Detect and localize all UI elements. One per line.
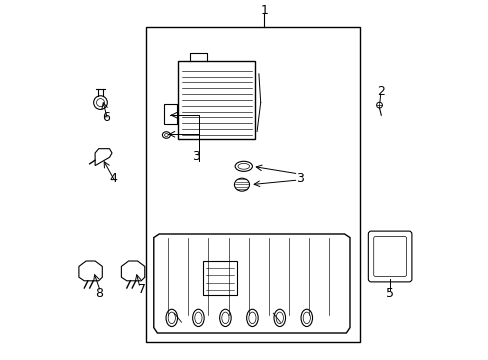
Text: 5: 5 bbox=[386, 287, 393, 300]
Text: 7: 7 bbox=[138, 283, 145, 296]
Ellipse shape bbox=[194, 312, 202, 324]
Bar bbox=[164, 104, 177, 124]
Polygon shape bbox=[79, 261, 102, 281]
Ellipse shape bbox=[303, 312, 310, 324]
Ellipse shape bbox=[376, 102, 382, 108]
Text: 3: 3 bbox=[192, 150, 200, 163]
FancyBboxPatch shape bbox=[367, 231, 411, 282]
Ellipse shape bbox=[248, 312, 256, 324]
FancyBboxPatch shape bbox=[373, 237, 406, 276]
Text: 4: 4 bbox=[109, 172, 117, 185]
Text: 1: 1 bbox=[260, 4, 268, 17]
Text: 6: 6 bbox=[102, 111, 110, 123]
Polygon shape bbox=[95, 149, 112, 166]
Bar bbox=[178, 61, 255, 139]
Ellipse shape bbox=[168, 312, 175, 324]
Ellipse shape bbox=[219, 309, 231, 327]
Text: 3: 3 bbox=[296, 172, 304, 185]
Ellipse shape bbox=[301, 309, 312, 327]
Ellipse shape bbox=[246, 309, 258, 327]
Ellipse shape bbox=[166, 309, 177, 327]
Ellipse shape bbox=[238, 163, 249, 169]
Ellipse shape bbox=[235, 161, 252, 171]
Ellipse shape bbox=[96, 99, 104, 107]
Polygon shape bbox=[121, 261, 144, 281]
Ellipse shape bbox=[222, 312, 228, 324]
Bar bbox=[145, 27, 359, 342]
Ellipse shape bbox=[276, 312, 283, 324]
Ellipse shape bbox=[164, 134, 168, 136]
Bar bbox=[203, 261, 237, 295]
Ellipse shape bbox=[94, 96, 107, 109]
Ellipse shape bbox=[192, 309, 204, 327]
Text: 2: 2 bbox=[377, 85, 385, 98]
Ellipse shape bbox=[162, 132, 170, 138]
Polygon shape bbox=[153, 234, 349, 333]
Ellipse shape bbox=[273, 309, 285, 327]
Text: 8: 8 bbox=[95, 287, 102, 300]
Ellipse shape bbox=[234, 178, 249, 191]
